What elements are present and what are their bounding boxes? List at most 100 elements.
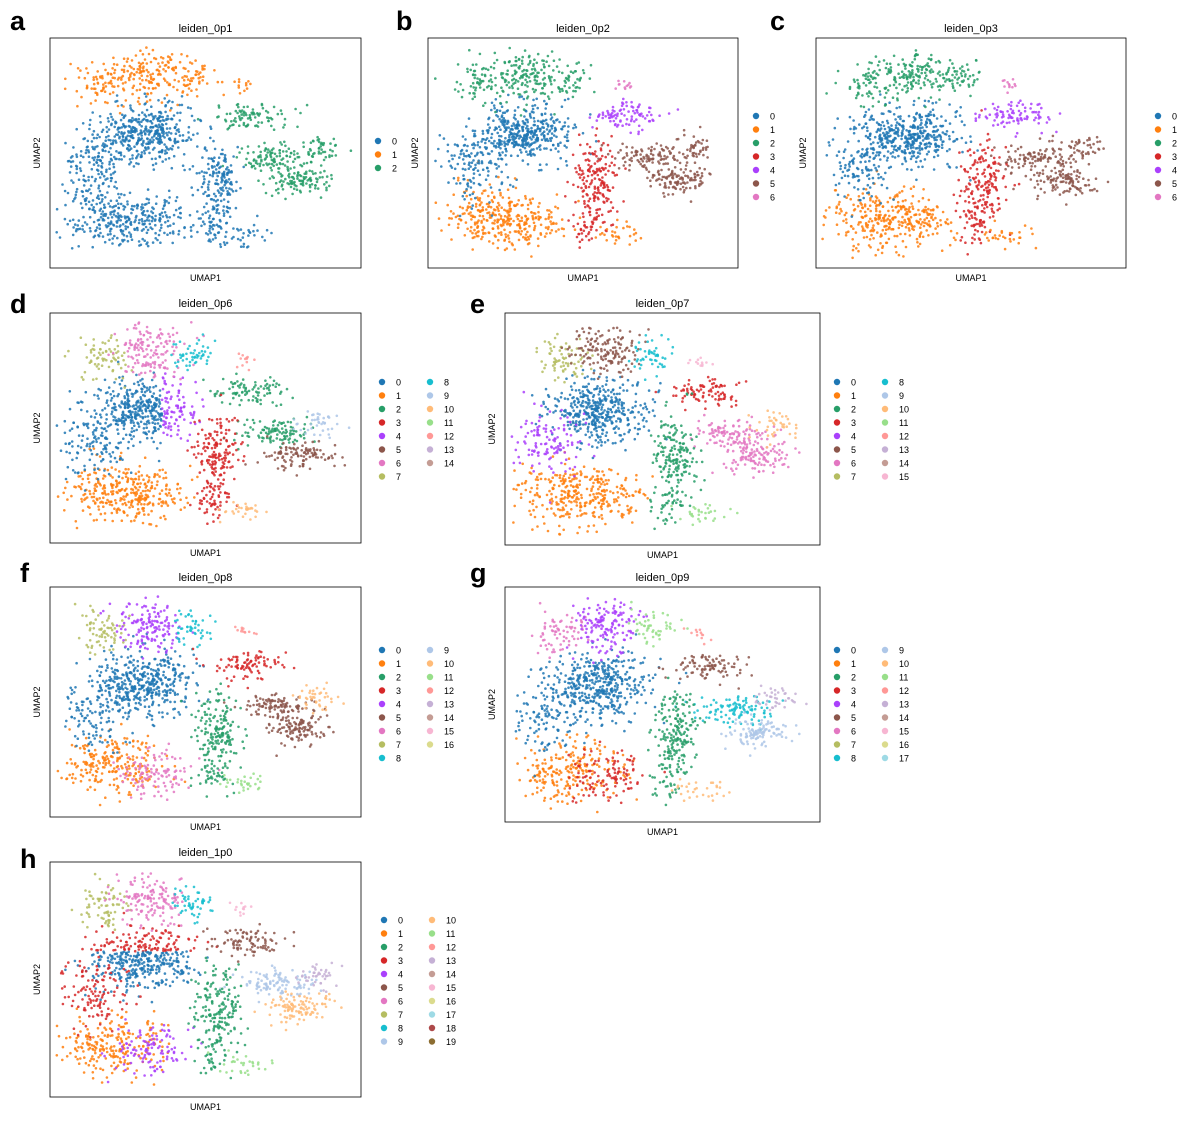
cell-point [584,234,588,238]
cell-point [122,116,125,120]
cell-point [330,154,334,158]
cell-point [549,220,552,223]
cell-point [872,141,875,144]
cell-point [843,166,847,170]
cell-point [102,83,105,86]
cell-point [941,131,945,134]
cell-point [494,110,497,114]
cell-point [524,118,528,121]
cell-point [501,121,504,124]
cell-point [164,158,168,161]
cell-point [334,154,338,157]
cell-point [460,95,464,99]
cell-point [149,120,152,123]
cell-point [476,230,479,234]
cell-point [1069,180,1072,183]
cell-point [129,106,132,110]
cell-point [1023,106,1027,110]
cell-point [134,219,137,222]
cell-point [312,172,315,176]
cell-point [472,73,475,76]
cell-point [655,142,658,145]
cell-point [470,218,473,221]
cell-point [925,74,928,77]
cell-point [632,154,636,158]
cell-point [453,88,457,91]
cell-point [857,174,860,178]
cell-point [628,225,631,229]
cell-point [616,114,619,118]
cell-point [313,151,316,155]
cell-point [864,160,867,163]
cell-point [66,222,69,226]
cell-point [104,224,108,227]
cell-point [843,213,847,217]
cell-point [493,128,497,132]
cell-point [910,224,914,227]
cell-point [565,146,568,149]
cell-point [457,176,460,180]
cell-point [901,150,904,154]
cell-point [923,218,926,221]
cell-point [242,245,245,248]
cell-point [462,174,465,177]
cell-point [1034,110,1038,114]
cell-point [296,173,300,177]
cell-point [628,163,631,167]
cell-point [151,126,154,129]
cell-point [149,126,152,129]
cell-point [882,145,885,149]
cell-point [856,204,860,208]
cell-point [897,220,900,223]
cell-point [217,171,221,174]
cell-point [852,227,855,230]
cell-point [272,105,276,109]
cell-point [533,120,536,123]
cell-point [469,68,473,72]
cell-point [532,64,535,68]
cell-point [645,168,648,171]
cell-point [119,219,122,222]
cell-point [241,236,245,239]
cell-point [521,127,524,131]
cell-point [234,109,238,113]
cell-point [504,154,507,157]
cell-point [872,224,875,227]
cell-point [693,172,696,176]
cell-point [1032,151,1036,154]
cell-point [902,205,905,209]
cell-point [474,163,477,167]
cell-point [263,141,266,145]
cell-point [847,181,851,185]
cell-point [488,216,492,219]
cell-point [667,168,671,171]
cell-point [882,59,886,62]
cell-point [160,223,163,227]
cell-point [576,185,580,189]
cell-point [107,185,111,188]
cell-point [863,229,866,232]
cell-point [213,147,217,151]
cell-point [142,85,145,89]
cell-point [901,58,904,61]
cell-point [459,149,463,153]
cell-point [667,193,670,196]
scatter-points-b [434,46,712,258]
cell-point [446,150,450,153]
cell-point [484,141,487,145]
cell-point [834,81,837,85]
cell-point [79,150,83,153]
cell-point [507,213,511,217]
cell-point [175,129,179,132]
cell-point [575,62,578,65]
cell-point [862,81,865,85]
cell-point [514,117,517,121]
cell-point [286,160,289,163]
cell-point [1077,175,1081,179]
cell-point [495,114,498,117]
cell-point [867,169,871,172]
cell-point [852,127,856,131]
cell-point [102,181,105,185]
cell-point [558,90,562,93]
cell-point [567,97,570,101]
